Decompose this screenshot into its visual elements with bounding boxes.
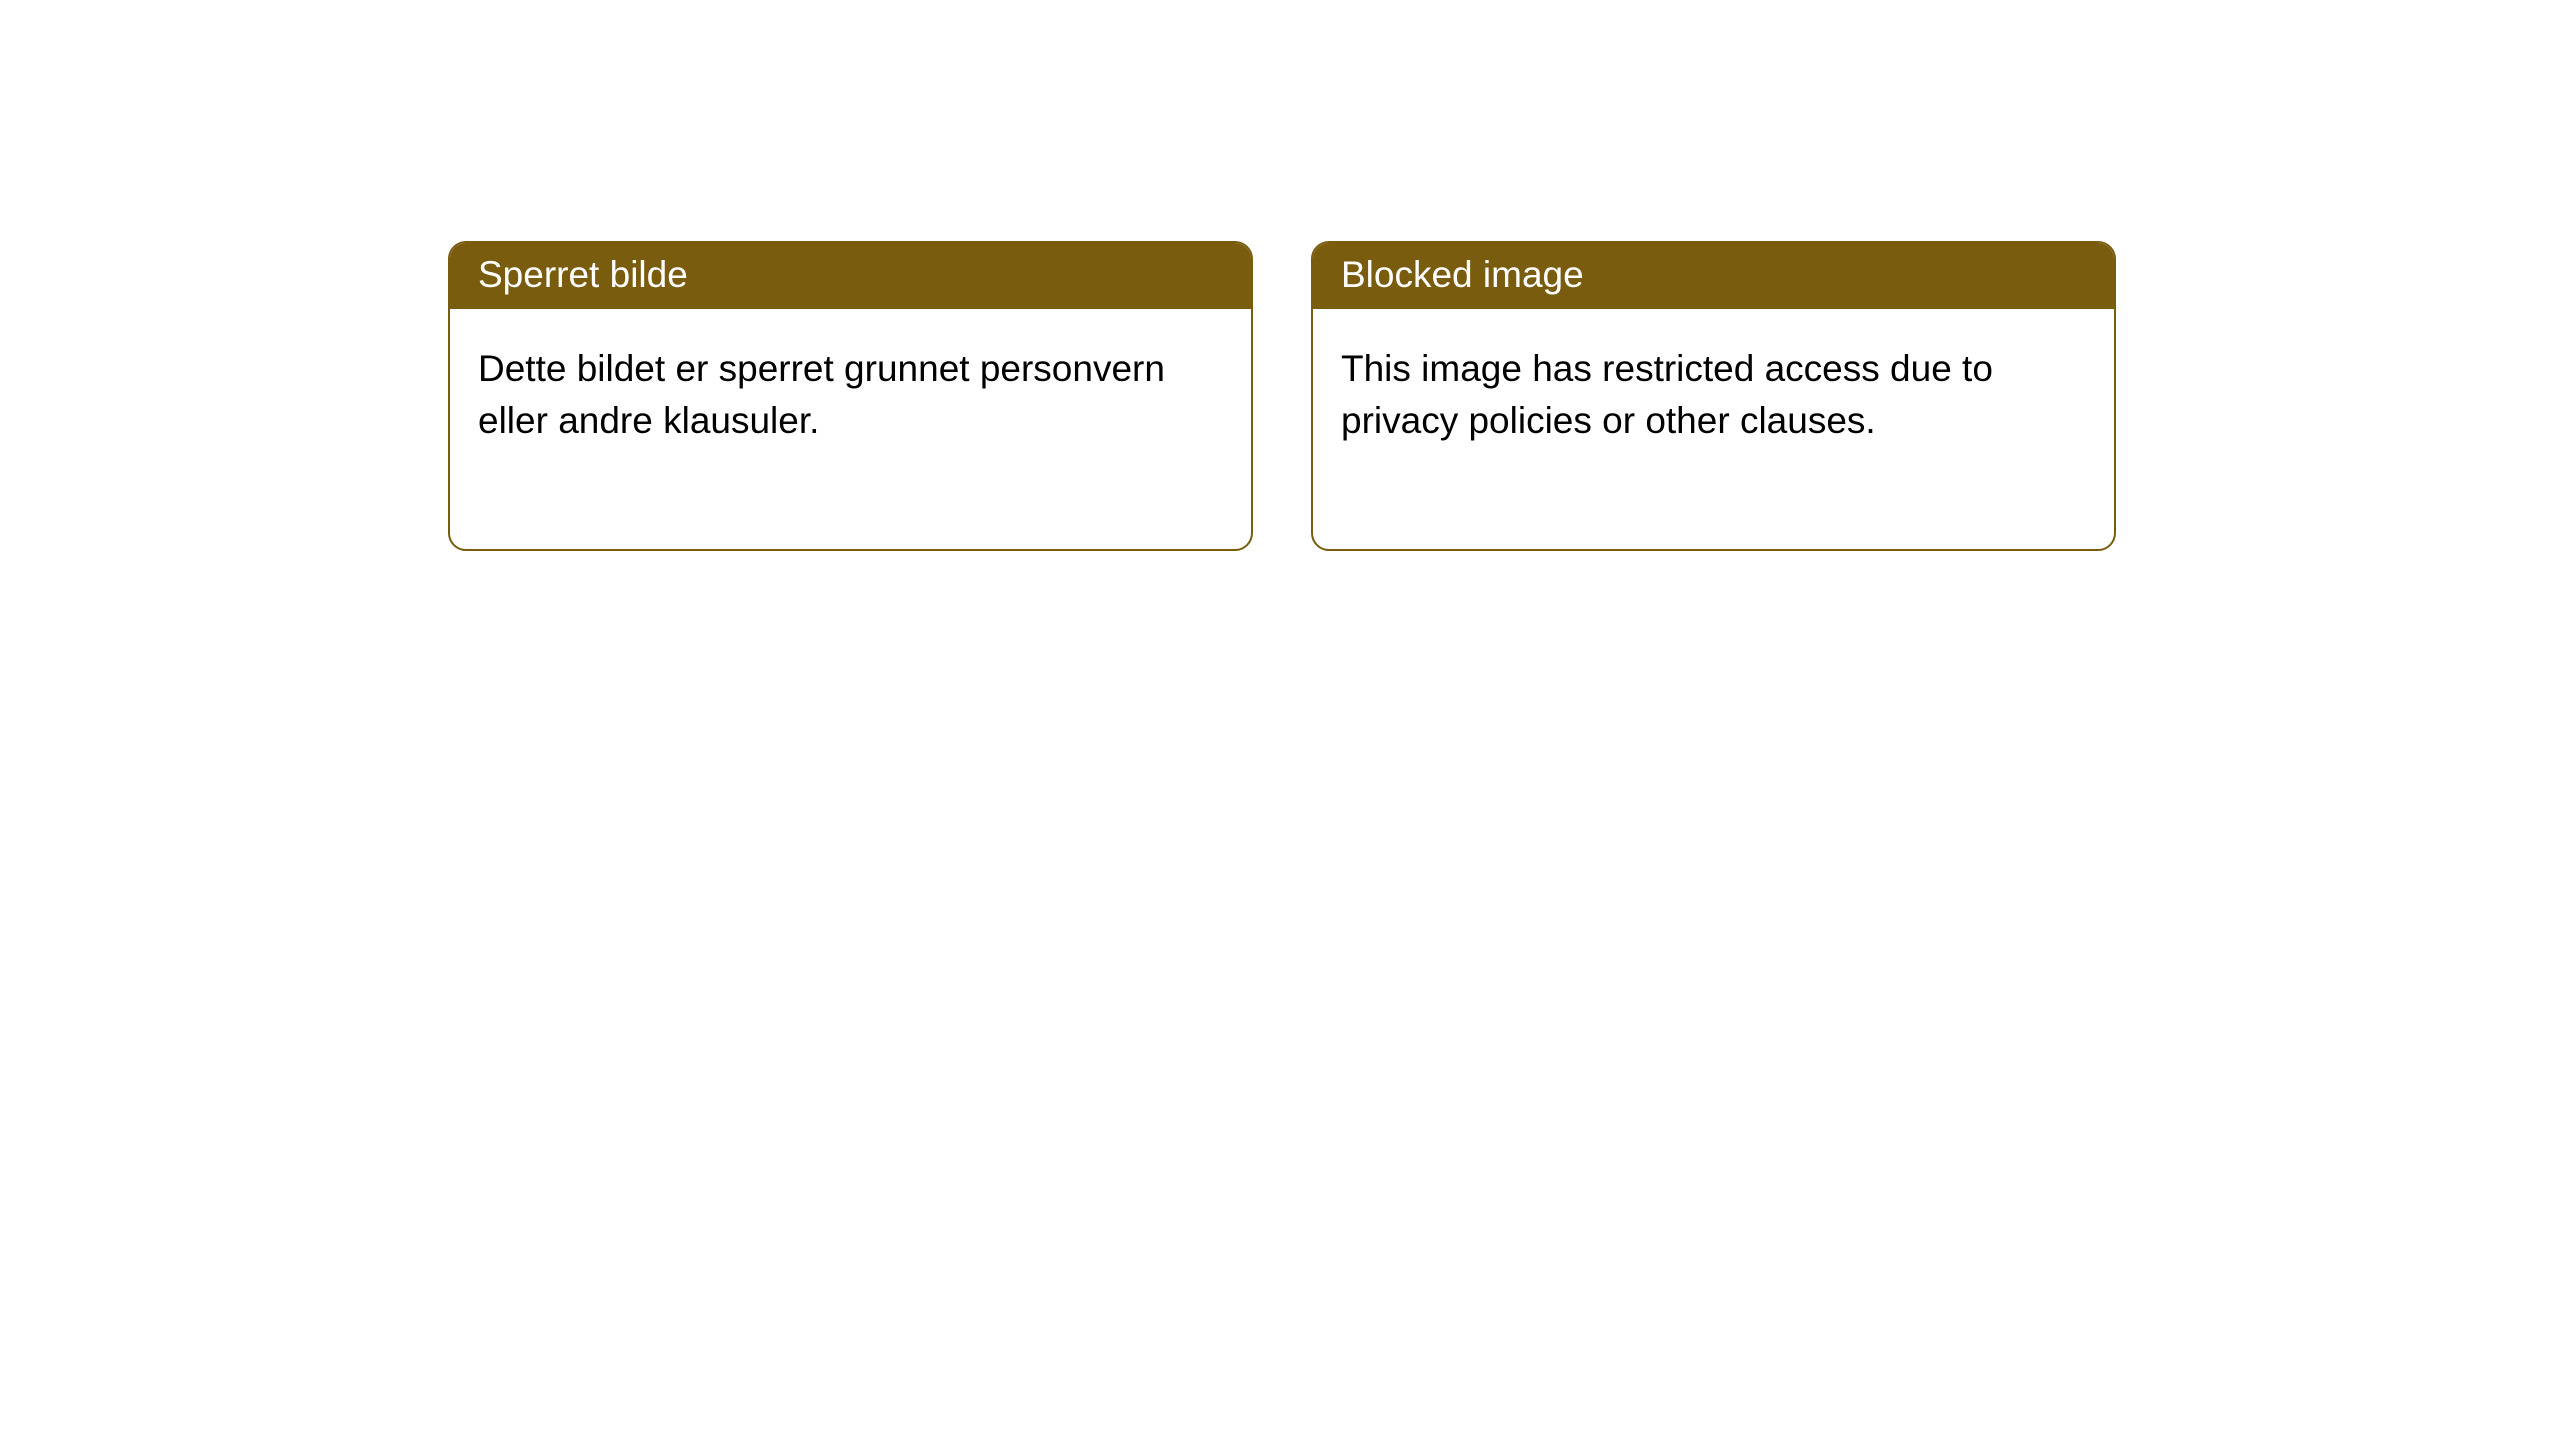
notice-title-norwegian: Sperret bilde (450, 243, 1251, 309)
notice-title-english: Blocked image (1313, 243, 2114, 309)
notice-box-norwegian: Sperret bilde Dette bildet er sperret gr… (448, 241, 1253, 551)
notice-box-english: Blocked image This image has restricted … (1311, 241, 2116, 551)
notice-body-english: This image has restricted access due to … (1313, 309, 2114, 549)
notice-container: Sperret bilde Dette bildet er sperret gr… (0, 0, 2560, 551)
notice-body-norwegian: Dette bildet er sperret grunnet personve… (450, 309, 1251, 549)
